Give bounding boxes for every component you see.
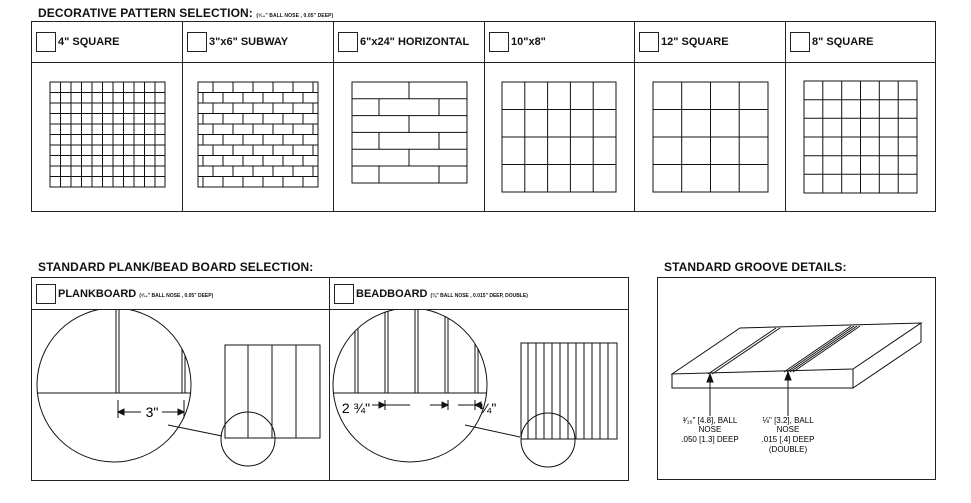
pattern-label: 10"x8" (511, 36, 546, 48)
plankboard-checkbox[interactable] (36, 283, 56, 304)
plank-table: PLANKBOARD (³⁄₁₆" BALL NOSE , 0.05" DEEP)… (31, 277, 629, 481)
decorative-pattern-table: 4" SQUARE 3"x6" SUBWAY 6"x24" HORIZONTAL… (31, 21, 936, 212)
beadboard-label: BEADBOARD (⅛" BALL NOSE , 0.015" DEEP, DO… (356, 288, 528, 300)
beadboard-svg: 2 ¾" ¼" (332, 310, 618, 468)
plankboard-header[interactable]: PLANKBOARD (³⁄₁₆" BALL NOSE , 0.05" DEEP) (32, 278, 330, 309)
beadboard-drawing: 2 ¾" ¼" (330, 309, 628, 480)
beadboard-dim-label-1: 2 ¾" (342, 400, 370, 416)
pattern-8in-square-drawing (786, 62, 935, 212)
groove-title: STANDARD GROOVE DETAILS: (664, 260, 847, 274)
pattern-subway-drawing (183, 62, 334, 212)
pattern-checkbox-8in-square[interactable] (790, 32, 810, 52)
pattern-header-8in-square[interactable]: 8" SQUARE (786, 22, 935, 62)
pattern-header-subway[interactable]: 3"x6" SUBWAY (183, 22, 334, 62)
groove-detail-box: ³⁄₁₆" [4.8], BALL NOSE .050 [1.3] DEEP ⅛… (657, 277, 936, 480)
beadboard-dim-label-2: ¼" (480, 400, 497, 416)
groove-left-line3: .050 [1.3] DEEP (681, 435, 738, 444)
pattern-header-10x8[interactable]: 10"x8" (485, 22, 635, 62)
plankboard-svg: 3" (36, 310, 321, 467)
pattern-header-12in-square[interactable]: 12" SQUARE (635, 22, 786, 62)
pattern-checkbox-12in-square[interactable] (639, 32, 659, 52)
pattern-label: 12" SQUARE (661, 36, 729, 48)
pattern-12in-square-svg (652, 81, 769, 193)
pattern-10x8-drawing (485, 62, 635, 212)
groove-right-line4: (DOUBLE) (769, 445, 808, 454)
decorative-title: DECORATIVE PATTERN SELECTION: (³⁄₁₆" BAL… (38, 6, 333, 20)
plankboard-note: (³⁄₁₆" BALL NOSE , 0.05" DEEP) (139, 292, 214, 299)
groove-detail-svg: ³⁄₁₆" [4.8], BALL NOSE .050 [1.3] DEEP ⅛… (670, 322, 923, 454)
pattern-label: 3"x6" SUBWAY (209, 36, 289, 48)
beadboard-header[interactable]: BEADBOARD (⅛" BALL NOSE , 0.015" DEEP, DO… (330, 278, 628, 309)
groove-left-line1: ³⁄₁₆" [4.8], BALL (683, 416, 738, 425)
pattern-checkbox-subway[interactable] (187, 32, 207, 52)
pattern-horizontal-svg (351, 81, 468, 184)
pattern-label: 6"x24" HORIZONTAL (360, 36, 470, 48)
beadboard-label-text: BEADBOARD (356, 287, 428, 300)
plankboard-label-text: PLANKBOARD (58, 287, 137, 300)
pattern-checkbox-horizontal[interactable] (338, 32, 358, 52)
beadboard-checkbox[interactable] (334, 283, 354, 304)
pattern-checkbox-4in-square[interactable] (36, 32, 56, 52)
plankboard-label: PLANKBOARD (³⁄₁₆" BALL NOSE , 0.05" DEEP) (58, 288, 213, 300)
pattern-checkbox-10x8[interactable] (489, 32, 509, 52)
pattern-label: 8" SQUARE (812, 36, 874, 48)
plankboard-dim-label: 3" (146, 404, 159, 420)
pattern-header-4in-square[interactable]: 4" SQUARE (32, 22, 183, 62)
groove-right-line2: NOSE (777, 425, 800, 434)
plankboard-drawing: 3" (32, 309, 330, 480)
pattern-4in-square-svg (49, 81, 166, 188)
decorative-title-text: DECORATIVE PATTERN SELECTION: (38, 6, 253, 20)
pattern-8in-square-svg (803, 80, 918, 194)
pattern-12in-square-drawing (635, 62, 786, 212)
plank-title: STANDARD PLANK/BEAD BOARD SELECTION: (38, 260, 314, 274)
pattern-10x8-svg (501, 81, 617, 193)
pattern-label: 4" SQUARE (58, 36, 120, 48)
pattern-header-horizontal[interactable]: 6"x24" HORIZONTAL (334, 22, 485, 62)
groove-left-line2: NOSE (699, 425, 722, 434)
pattern-subway-svg (197, 81, 319, 188)
decorative-title-note: (³⁄₁₆" BALL NOSE , 0.05" DEEP) (256, 13, 334, 19)
beadboard-note: (⅛" BALL NOSE , 0.015" DEEP, DOUBLE) (430, 292, 528, 299)
groove-right-line3: .015 [.4] DEEP (762, 435, 815, 444)
pattern-4in-square-drawing (32, 62, 183, 212)
groove-right-line1: ⅛" [3.2], BALL (762, 416, 814, 425)
pattern-horizontal-drawing (334, 62, 485, 212)
